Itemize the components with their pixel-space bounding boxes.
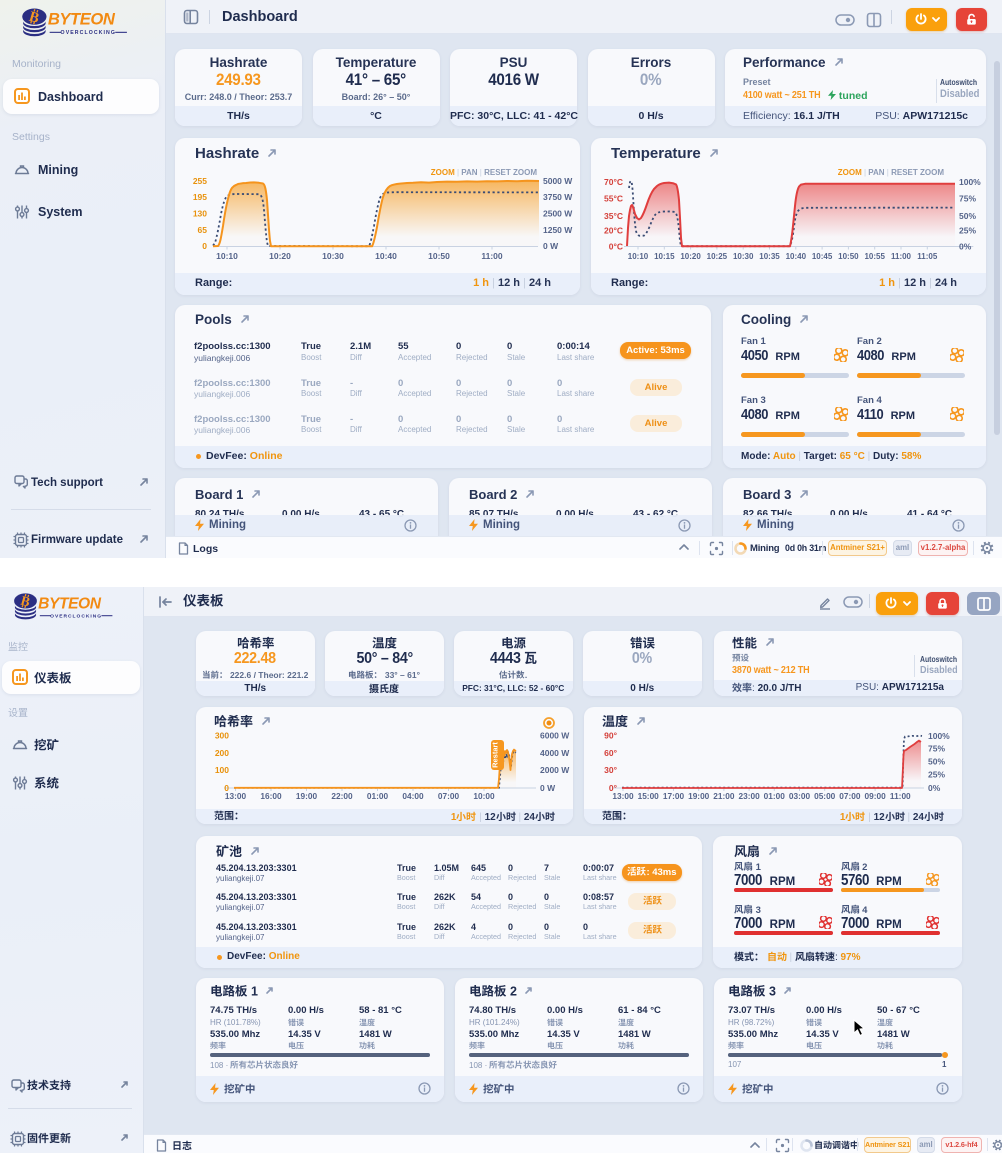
svg-text:19:00: 19:00: [296, 791, 318, 801]
svg-text:50%: 50%: [928, 756, 945, 766]
svg-text:10:40: 10:40: [375, 251, 397, 261]
svg-text:10:20: 10:20: [680, 252, 701, 261]
svg-text:11:00: 11:00: [890, 791, 911, 801]
svg-text:30°: 30°: [604, 765, 617, 775]
svg-text:0: 0: [202, 241, 207, 251]
svg-text:10:30: 10:30: [322, 251, 344, 261]
svg-text:10:40: 10:40: [786, 252, 807, 261]
svg-text:10:00: 10:00: [473, 791, 495, 801]
svg-text:35°C: 35°C: [604, 211, 623, 221]
svg-text:130: 130: [193, 209, 207, 219]
svg-text:10:25: 10:25: [707, 252, 728, 261]
svg-text:10:10: 10:10: [628, 252, 649, 261]
svg-text:20°C: 20°C: [604, 226, 623, 236]
svg-text:19:00: 19:00: [688, 791, 710, 801]
svg-text:60°: 60°: [604, 748, 617, 758]
svg-text:300: 300: [215, 730, 229, 740]
svg-text:07:00: 07:00: [839, 791, 861, 801]
svg-text:0°C: 0°C: [609, 242, 623, 252]
svg-text:11:05: 11:05: [917, 252, 938, 261]
svg-text:4000 W: 4000 W: [540, 748, 570, 758]
svg-text:10:50: 10:50: [838, 252, 859, 261]
svg-text:07:00: 07:00: [438, 791, 460, 801]
svg-text:2000 W: 2000 W: [540, 765, 570, 775]
svg-text:6000 W: 6000 W: [540, 730, 570, 740]
svg-text:10:45: 10:45: [812, 252, 833, 261]
svg-text:10:50: 10:50: [428, 251, 450, 261]
svg-text:17:00: 17:00: [663, 791, 685, 801]
svg-text:0 W: 0 W: [543, 241, 559, 251]
svg-text:10:15: 10:15: [654, 252, 675, 261]
svg-text:100%: 100%: [928, 731, 950, 741]
svg-text:75%: 75%: [928, 744, 945, 754]
svg-text:3750 W: 3750 W: [543, 192, 573, 202]
svg-text:09:00: 09:00: [864, 791, 886, 801]
svg-text:22:00: 22:00: [331, 791, 353, 801]
svg-text:16:00: 16:00: [260, 791, 282, 801]
svg-text:75%: 75%: [959, 194, 976, 204]
svg-text:25%: 25%: [959, 226, 976, 236]
svg-text:BYTEON: BYTEON: [48, 10, 116, 29]
svg-text:13:00: 13:00: [225, 791, 247, 801]
svg-text:100%: 100%: [959, 177, 981, 187]
svg-text:70°C: 70°C: [604, 177, 623, 187]
svg-text:200: 200: [215, 748, 229, 758]
svg-text:13:00: 13:00: [612, 791, 634, 801]
svg-text:100: 100: [215, 765, 229, 775]
svg-text:23:00: 23:00: [738, 791, 760, 801]
svg-text:10:30: 10:30: [733, 252, 754, 261]
svg-text:11:00: 11:00: [891, 252, 912, 261]
svg-text:01:00: 01:00: [764, 791, 786, 801]
svg-text:04:00: 04:00: [402, 791, 424, 801]
svg-text:OVERCLOCKING: OVERCLOCKING: [61, 30, 116, 36]
svg-text:10:35: 10:35: [759, 252, 780, 261]
svg-text:15:00: 15:00: [638, 791, 660, 801]
svg-text:255: 255: [193, 176, 207, 186]
svg-text:03:00: 03:00: [789, 791, 811, 801]
svg-text:5000 W: 5000 W: [543, 176, 573, 186]
svg-text:1250 W: 1250 W: [543, 225, 573, 235]
svg-text:0%: 0%: [959, 242, 972, 252]
svg-text:OVERCLOCKING: OVERCLOCKING: [50, 613, 102, 619]
svg-text:55°C: 55°C: [604, 194, 623, 204]
svg-text:2500 W: 2500 W: [543, 209, 573, 219]
svg-text:11:00: 11:00: [481, 251, 503, 261]
svg-text:10:55: 10:55: [864, 252, 885, 261]
svg-text:05:00: 05:00: [814, 791, 836, 801]
svg-text:10:20: 10:20: [269, 251, 291, 261]
svg-text:0°: 0°: [609, 783, 618, 793]
svg-text:Restart: Restart: [491, 742, 500, 768]
svg-text:10:10: 10:10: [216, 251, 238, 261]
svg-text:0%: 0%: [928, 783, 941, 793]
svg-text:0 W: 0 W: [540, 783, 556, 793]
svg-text:BYTEON: BYTEON: [38, 596, 102, 613]
svg-text:01:00: 01:00: [367, 791, 389, 801]
svg-text:65: 65: [198, 225, 208, 235]
svg-text:50%: 50%: [959, 211, 976, 221]
svg-text:25%: 25%: [928, 770, 945, 780]
svg-text:90°: 90°: [604, 730, 617, 740]
svg-text:0: 0: [224, 783, 229, 793]
svg-text:21:00: 21:00: [713, 791, 735, 801]
svg-text:195: 195: [193, 192, 207, 202]
